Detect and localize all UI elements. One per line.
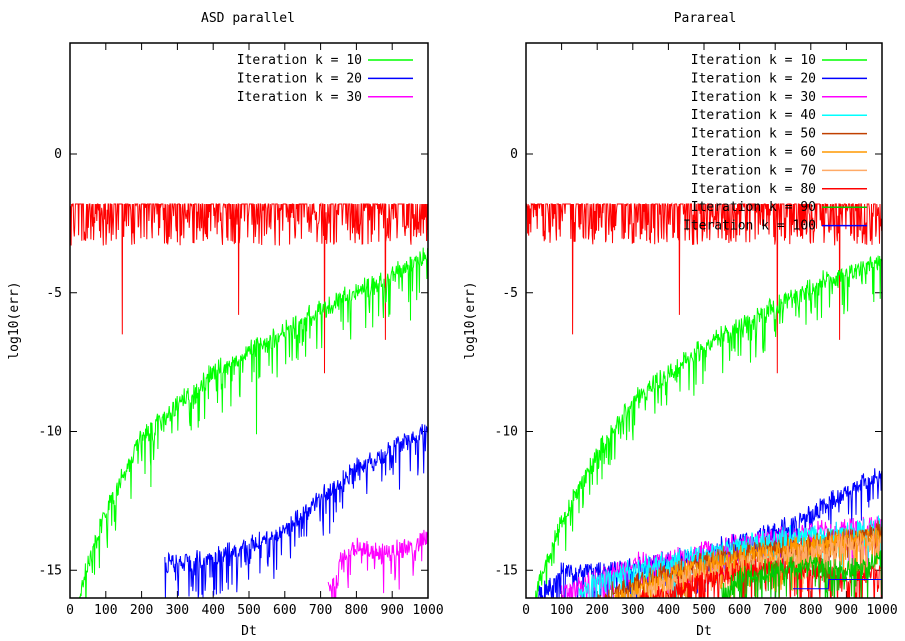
x-tick-label: 500 bbox=[692, 603, 715, 618]
chart-title: ASD parallel bbox=[201, 11, 295, 26]
legend-label: Iteration k = 30 bbox=[237, 90, 362, 105]
legend: Iteration k = 10 Iteration k = 20 Iteratio… bbox=[683, 53, 867, 234]
plot-area bbox=[70, 202, 428, 598]
legend-label: Iteration k = 80 bbox=[691, 182, 816, 197]
y-axis-label: log10(err) bbox=[7, 281, 22, 359]
x-tick-label: 600 bbox=[273, 603, 296, 618]
x-tick-label: 300 bbox=[166, 603, 189, 618]
chart-asd-parallel: ASD parallel Dt log10(err) 0 100 200 300 400 500… bbox=[7, 11, 444, 639]
y-tick-label: -15 bbox=[39, 563, 62, 578]
x-tick-label: 700 bbox=[763, 603, 786, 618]
x-tick-label: 500 bbox=[237, 603, 260, 618]
y-tick-label: -10 bbox=[39, 425, 62, 440]
legend-label: Iteration k = 100 bbox=[683, 219, 816, 234]
series-line-iteration-k-100 bbox=[793, 579, 882, 590]
series-line-iteration-k-40 bbox=[578, 515, 882, 598]
x-tick-label: 1000 bbox=[866, 603, 897, 618]
legend-label: Iteration k = 10 bbox=[691, 53, 816, 68]
y-tick-label: -5 bbox=[502, 286, 518, 301]
x-tick-label: 300 bbox=[621, 603, 644, 618]
series-line-iteration-k-20 bbox=[164, 424, 428, 598]
x-tick-label: 200 bbox=[585, 603, 608, 618]
series-line-iteration-k-10 bbox=[78, 247, 428, 598]
series-line-iteration-k-30 bbox=[327, 529, 428, 598]
legend-label: Iteration k = 20 bbox=[691, 71, 816, 86]
x-tick-label: 400 bbox=[657, 603, 680, 618]
legend-label: Iteration k = 50 bbox=[691, 127, 816, 142]
plot-frame bbox=[69, 42, 429, 599]
chart-title: Parareal bbox=[674, 11, 737, 26]
x-tick-label: 100 bbox=[550, 603, 573, 618]
series-line-iteration-k-90 bbox=[721, 550, 882, 598]
x-tick-label: 200 bbox=[130, 603, 153, 618]
x-tick-label: 700 bbox=[309, 603, 332, 618]
y-tick-label: -10 bbox=[495, 425, 518, 440]
legend-label: Iteration k = 90 bbox=[691, 200, 816, 215]
y-tick-label: 0 bbox=[510, 147, 518, 162]
x-tick-label: 0 bbox=[522, 603, 530, 618]
legend-label: Iteration k = 20 bbox=[237, 71, 362, 86]
x-tick-label: 800 bbox=[345, 603, 368, 618]
x-tick-label: 100 bbox=[94, 603, 117, 618]
series-line-iteration-k-10 bbox=[535, 255, 882, 598]
chart-parareal: Parareal Dt log10(err) 0 100 200 300 400 500 600 7… bbox=[463, 11, 898, 639]
y-tick-label: 0 bbox=[54, 147, 62, 162]
legend-label: Iteration k = 60 bbox=[691, 145, 816, 160]
legend: Iteration k = 10 Iteration k = 20 Iteratio… bbox=[237, 53, 413, 105]
y-tick-label: -15 bbox=[495, 563, 518, 578]
x-tick-label: 600 bbox=[728, 603, 751, 618]
x-tick-label: 0 bbox=[66, 603, 74, 618]
legend-label: Iteration k = 40 bbox=[691, 108, 816, 123]
x-axis-label: Dt bbox=[696, 624, 712, 639]
x-tick-label: 900 bbox=[835, 603, 858, 618]
plot-frame bbox=[525, 42, 883, 599]
y-tick-label: -5 bbox=[46, 286, 62, 301]
series-line-iteration-k-70 bbox=[632, 531, 882, 598]
legend-label: Iteration k = 30 bbox=[691, 90, 816, 105]
x-tick-label: 1000 bbox=[412, 603, 443, 618]
y-axis-label: log10(err) bbox=[463, 281, 478, 359]
x-tick-label: 900 bbox=[380, 603, 403, 618]
plot-area bbox=[526, 202, 882, 598]
legend-label: Iteration k = 70 bbox=[691, 163, 816, 178]
legend-label: Iteration k = 10 bbox=[237, 53, 362, 68]
x-tick-label: 400 bbox=[201, 603, 224, 618]
series-line-baseline bbox=[70, 202, 428, 374]
x-axis-label: Dt bbox=[241, 624, 257, 639]
x-tick-label: 800 bbox=[799, 603, 822, 618]
series-line-baseline bbox=[526, 202, 882, 374]
